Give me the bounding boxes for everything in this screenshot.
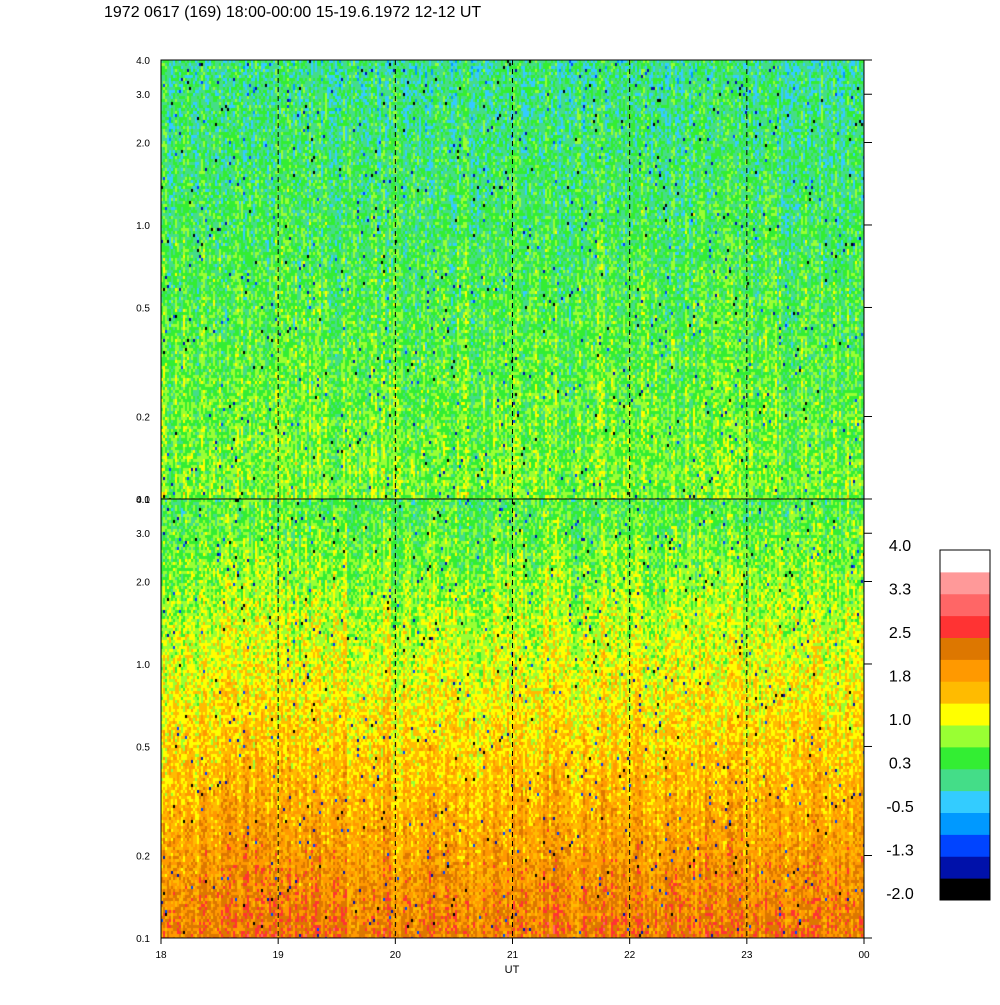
colorbar-label: -1.3 bbox=[886, 843, 914, 860]
colorbar-frame bbox=[939, 549, 991, 901]
x-tick-label: 22 bbox=[624, 950, 636, 961]
upper-y-tick-label: 0.1 bbox=[136, 495, 150, 506]
x-tick-label: 00 bbox=[858, 950, 870, 961]
colorbar-label: 4.0 bbox=[889, 538, 911, 555]
x-tick-label: 19 bbox=[273, 950, 285, 961]
upper-y-tick-label: 3.0 bbox=[136, 90, 150, 101]
lower-y-tick-label: 2.0 bbox=[136, 577, 150, 588]
upper-y-tick-label: 2.0 bbox=[136, 138, 150, 149]
colorbar-label: 0.3 bbox=[889, 756, 911, 773]
colorbar-label: 1.0 bbox=[889, 712, 911, 729]
colorbar-swatch bbox=[940, 768, 990, 792]
colorbar-swatch bbox=[940, 593, 990, 617]
colorbar-label: -0.5 bbox=[886, 799, 914, 816]
colorbar-swatch bbox=[940, 834, 990, 857]
lower-panel: 0.1 0.2 0.5 1.0 2.0 3.0 4.0 bbox=[136, 495, 872, 945]
colorbar-label: -2.0 bbox=[886, 886, 914, 903]
lower-y-tick-label: 1.0 bbox=[136, 660, 150, 671]
colorbar-swatch bbox=[940, 725, 990, 748]
upper-y-tick-label: 0.2 bbox=[136, 413, 150, 424]
colorbar-swatch bbox=[940, 878, 990, 901]
colorbar-swatch bbox=[940, 746, 990, 770]
colorbar: 4.0 3.3 2.5 1.8 1.0 0.3 -0.5 -1.3 -2.0 bbox=[886, 538, 991, 903]
colorbar-label: 1.8 bbox=[889, 669, 911, 686]
lower-y-tick-label: 0.2 bbox=[136, 852, 150, 863]
colorbar-swatch bbox=[940, 812, 990, 835]
colorbar-swatch bbox=[940, 790, 990, 813]
upper-y-tick-label: 4.0 bbox=[136, 56, 150, 67]
chart-title: 1972 0617 (169) 18:00-00:00 15-19.6.1972… bbox=[104, 4, 482, 21]
upper-panel: 0.1 0.2 0.5 1.0 2.0 3.0 4.0 bbox=[136, 56, 872, 506]
x-tick-label: 18 bbox=[155, 950, 167, 961]
lower-y-tick-label: 0.5 bbox=[136, 742, 150, 753]
x-tick-label: 20 bbox=[390, 950, 402, 961]
colorbar-swatch bbox=[940, 615, 990, 638]
x-tick-label: 23 bbox=[741, 950, 753, 961]
colorbar-label: 2.5 bbox=[889, 625, 911, 642]
x-axis: 18 19 20 21 22 23 00 bbox=[155, 938, 870, 961]
x-tick-label: 21 bbox=[507, 950, 519, 961]
x-axis-label: UT bbox=[505, 964, 520, 976]
lower-y-tick-label: 4.0 bbox=[136, 495, 150, 506]
colorbar-label: 3.3 bbox=[889, 582, 911, 599]
lower-y-tick-label: 0.1 bbox=[136, 934, 150, 945]
colorbar-swatch bbox=[940, 637, 990, 660]
colorbar-swatch bbox=[940, 681, 990, 704]
lower-y-tick-label: 3.0 bbox=[136, 529, 150, 540]
colorbar-swatch bbox=[940, 659, 990, 682]
upper-y-tick-label: 0.5 bbox=[136, 303, 150, 314]
colorbar-swatch bbox=[940, 571, 990, 595]
upper-y-tick-label: 1.0 bbox=[136, 221, 150, 232]
colorbar-swatch bbox=[940, 703, 990, 726]
colorbar-swatch bbox=[940, 856, 990, 879]
colorbar-swatch bbox=[940, 550, 990, 573]
